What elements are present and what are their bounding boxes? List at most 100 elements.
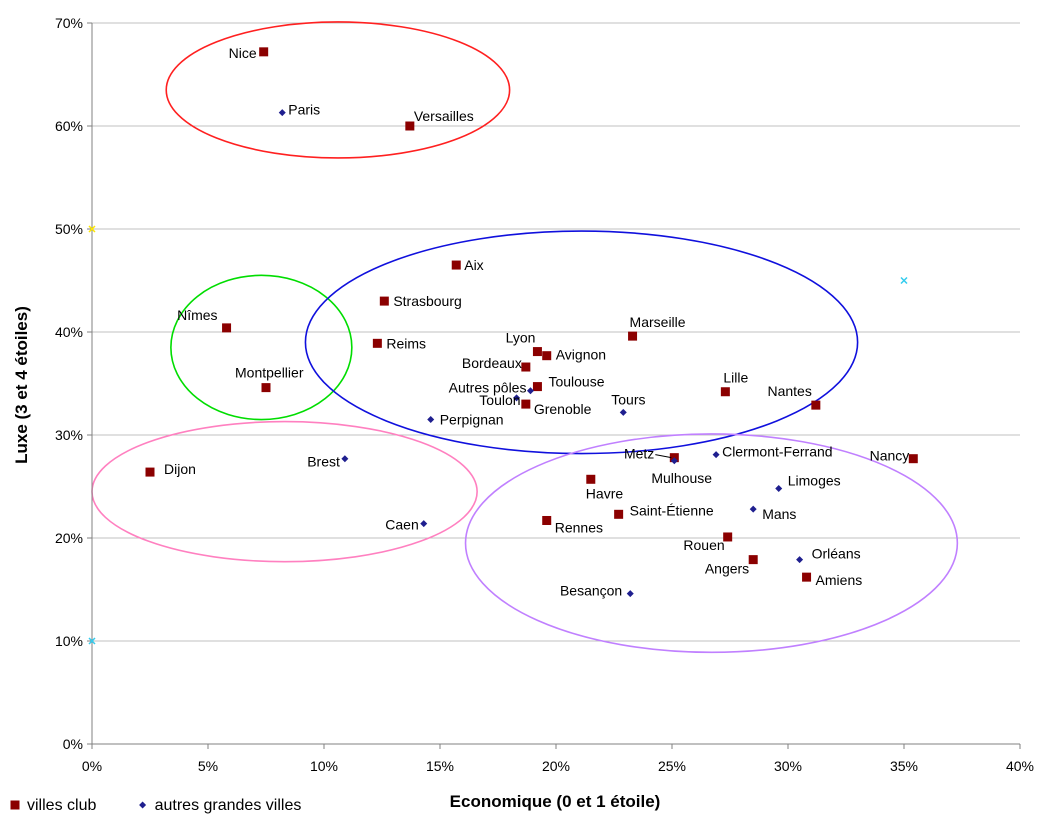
data-point [542,515,552,525]
x-tick-label: 0% [82,758,102,774]
data-point [796,556,804,564]
extra-marker [88,225,96,233]
data-label: Metz [624,446,654,462]
data-label: Marseille [630,314,686,330]
cluster-ellipse [464,433,959,654]
data-point [619,408,627,416]
x-tick-label: 10% [310,758,338,774]
x-tick-label: 15% [426,758,454,774]
x-tick-label: 5% [198,758,218,774]
data-label: Mulhouse [651,470,712,486]
data-label: Rennes [555,519,603,535]
x-axis-title: Economique (0 et 1 étoile) [450,792,661,811]
legend-label: villes club [27,797,96,814]
y-tick-label: 70% [55,15,83,31]
data-point [542,351,552,361]
data-label: Saint-Étienne [630,502,714,518]
data-label: Orléans [812,546,861,562]
data-point [532,347,542,357]
data-point [723,532,733,542]
data-point [222,323,232,333]
data-point [427,416,435,424]
data-point [521,362,531,372]
x-tick-label: 20% [542,758,570,774]
data-label: Strasbourg [393,293,461,309]
y-axis-title: Luxe (3 et 4 étoiles) [12,306,31,464]
data-label: Avignon [556,347,606,363]
data-point [748,555,758,565]
data-point [259,47,269,57]
data-label: Caen [385,517,418,533]
legend: villes club autres grandes villes [10,797,302,814]
data-label: Perpignan [440,412,504,428]
legend-marker [139,801,147,809]
legend-marker [10,800,20,810]
data-point [526,387,534,395]
data-label: Dijon [164,461,196,477]
extra-marker [900,276,908,285]
data-label: Rouen [683,537,724,553]
data-label: Autres pôles [449,380,527,396]
data-points [88,47,918,645]
data-label: Lille [723,370,748,386]
data-point [379,296,389,306]
data-point [670,457,678,465]
data-label: Mans [762,506,796,522]
cluster-ellipse [91,420,478,563]
data-point [372,338,382,348]
data-label: Havre [586,485,624,501]
data-label: Grenoble [534,401,592,417]
data-label: Tours [611,391,645,407]
data-point [626,590,634,598]
extra-marker [88,637,96,645]
data-point [532,382,542,392]
data-label: Aix [464,257,483,273]
y-tick-labels: 0% 10% 20% 30% 40% 50% 60% 70% [55,15,92,752]
data-label: Paris [288,102,320,118]
data-label: Toulon [479,392,520,408]
x-tick-label: 30% [774,758,802,774]
data-point [145,467,155,477]
data-point [908,454,918,464]
cluster-ellipse [304,230,859,455]
data-label: Limoges [788,473,841,489]
x-tick-label: 25% [658,758,686,774]
y-tick-label: 30% [55,427,83,443]
data-point [749,505,757,513]
data-label: Amiens [816,572,863,588]
legend-label: autres grandes villes [155,797,302,814]
data-label: Nice [229,45,257,61]
data-point [513,394,521,402]
y-tick-label: 0% [63,736,83,752]
data-point [278,109,286,117]
data-label: Angers [705,561,749,577]
data-point [451,260,461,270]
y-tick-label: 10% [55,633,83,649]
data-point [802,572,812,582]
x-tick-label: 35% [890,758,918,774]
data-point [720,387,730,397]
data-point [586,474,596,484]
x-tick-label: 40% [1006,758,1034,774]
leader-line [655,454,672,459]
data-label: Versailles [414,108,474,124]
data-label: Nancy [870,448,910,464]
data-point [261,383,271,393]
data-label: Reims [386,335,426,351]
data-point [811,400,821,410]
data-label: Nantes [767,383,811,399]
data-label: Toulouse [548,374,604,390]
y-tick-label: 60% [55,118,83,134]
data-point [614,509,624,519]
point-labels: Nice Versailles Aix Strasbourg Nîmes Reims Mar… [164,45,909,599]
gridlines [92,22,1020,642]
data-point [775,485,783,493]
data-point [420,520,428,528]
data-point [521,399,531,409]
y-tick-label: 20% [55,530,83,546]
data-label: Besançon [560,583,622,599]
data-point [628,331,638,341]
data-point [341,455,349,463]
data-label: Bordeaux [462,355,522,371]
